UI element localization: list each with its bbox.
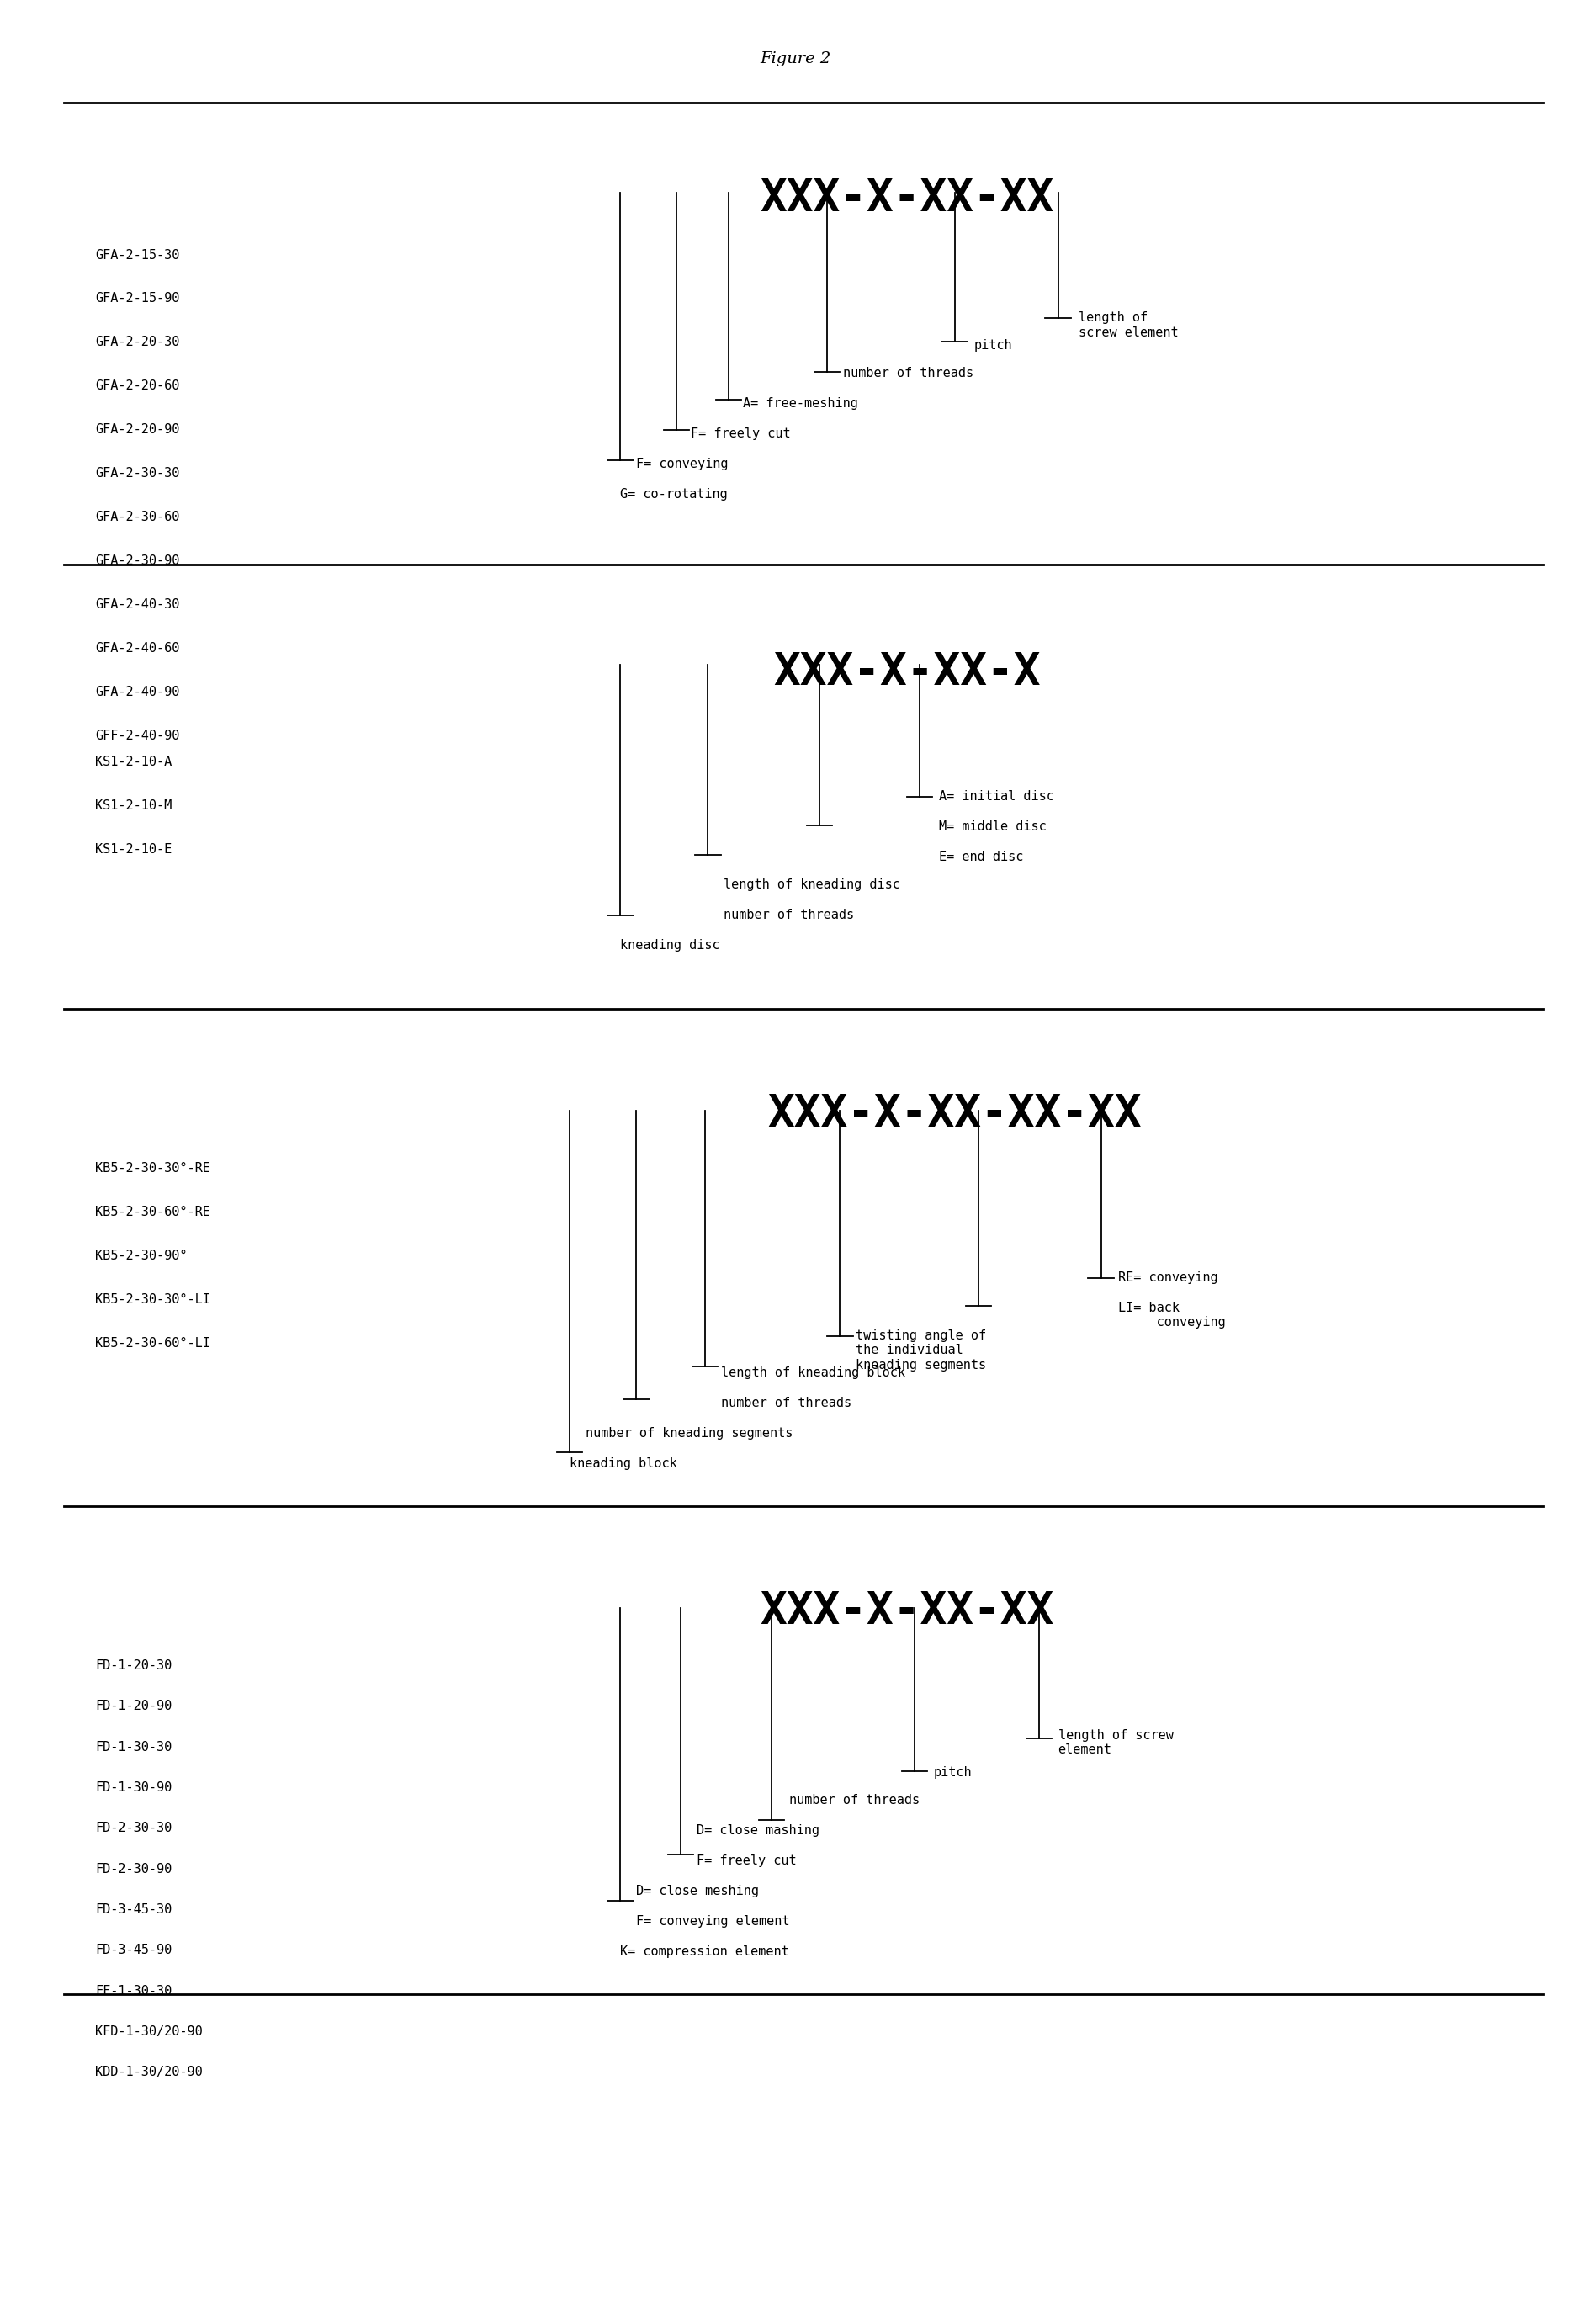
Text: GFA-2-30-60: GFA-2-30-60 [95,511,180,523]
Text: A= free-meshing: A= free-meshing [743,397,858,409]
Text: KB5-2-30-90°: KB5-2-30-90° [95,1250,188,1262]
Text: E= end disc: E= end disc [939,851,1023,862]
Text: number of threads: number of threads [789,1794,920,1806]
Text: twisting angle of
the individual
kneading segments: twisting angle of the individual kneadin… [856,1329,986,1371]
Text: GFA-2-15-30: GFA-2-15-30 [95,249,180,260]
Text: length of screw
element: length of screw element [1058,1729,1173,1757]
Text: XXX-X-XX-X: XXX-X-XX-X [773,651,1041,695]
Text: FD-2-30-90: FD-2-30-90 [95,1864,172,1875]
Text: number of threads: number of threads [721,1397,851,1408]
Text: KDD-1-30/20-90: KDD-1-30/20-90 [95,2066,204,2078]
Text: D= close meshing: D= close meshing [636,1885,759,1896]
Text: F= conveying: F= conveying [636,458,729,469]
Text: LI= back
     conveying: LI= back conveying [1118,1301,1227,1329]
Text: KB5-2-30-30°-LI: KB5-2-30-30°-LI [95,1292,210,1306]
Text: GFF-2-40-90: GFF-2-40-90 [95,730,180,741]
Text: kneading block: kneading block [570,1457,678,1469]
Text: FD-1-30-30: FD-1-30-30 [95,1741,172,1752]
Text: GFA-2-20-90: GFA-2-20-90 [95,423,180,437]
Text: F= freely cut: F= freely cut [697,1855,797,1866]
Text: D= close mashing: D= close mashing [697,1824,819,1836]
Text: KFD-1-30/20-90: KFD-1-30/20-90 [95,2027,204,2038]
Text: GFA-2-30-90: GFA-2-30-90 [95,555,180,567]
Text: GFA-2-40-30: GFA-2-40-30 [95,597,180,611]
Text: GFA-2-40-90: GFA-2-40-90 [95,686,180,697]
Text: KS1-2-10-A: KS1-2-10-A [95,755,172,767]
Text: FD-1-30-90: FD-1-30-90 [95,1783,172,1794]
Text: number of threads: number of threads [724,909,854,920]
Text: K= compression element: K= compression element [620,1945,789,1957]
Text: KB5-2-30-30°-RE: KB5-2-30-30°-RE [95,1162,210,1174]
Text: F= freely cut: F= freely cut [690,428,791,439]
Text: GFA-2-40-60: GFA-2-40-60 [95,641,180,655]
Text: FD-3-45-90: FD-3-45-90 [95,1943,172,1957]
Text: XXX-X-XX-XX: XXX-X-XX-XX [760,1590,1053,1634]
Text: G= co-rotating: G= co-rotating [620,488,729,500]
Text: GFA-2-15-90: GFA-2-15-90 [95,293,180,304]
Text: length of kneading block: length of kneading block [721,1367,905,1378]
Text: XXX-X-XX-XX-XX: XXX-X-XX-XX-XX [767,1092,1142,1136]
Text: GFA-2-30-30: GFA-2-30-30 [95,467,180,479]
Text: FD-2-30-30: FD-2-30-30 [95,1822,172,1834]
Text: FF-1-30-30: FF-1-30-30 [95,1985,172,1996]
Text: number of kneading segments: number of kneading segments [585,1427,792,1439]
Text: number of threads: number of threads [843,367,974,379]
Text: A= initial disc: A= initial disc [939,790,1053,802]
Text: length of
screw element: length of screw element [1079,311,1179,339]
Text: M= middle disc: M= middle disc [939,820,1047,832]
Text: KS1-2-10-M: KS1-2-10-M [95,799,172,811]
Text: RE= conveying: RE= conveying [1118,1271,1219,1283]
Text: Figure 2: Figure 2 [760,51,831,67]
Text: XXX-X-XX-XX: XXX-X-XX-XX [760,177,1053,221]
Text: pitch: pitch [934,1766,972,1778]
Text: length of kneading disc: length of kneading disc [724,878,901,890]
Text: KB5-2-30-60°-RE: KB5-2-30-60°-RE [95,1206,210,1218]
Text: pitch: pitch [974,339,1012,351]
Text: GFA-2-20-60: GFA-2-20-60 [95,379,180,393]
Text: FD-1-20-30: FD-1-20-30 [95,1659,172,1671]
Text: KS1-2-10-E: KS1-2-10-E [95,844,172,855]
Text: F= conveying element: F= conveying element [636,1915,791,1927]
Text: GFA-2-20-30: GFA-2-20-30 [95,337,180,349]
Text: KB5-2-30-60°-LI: KB5-2-30-60°-LI [95,1336,210,1350]
Text: FD-3-45-30: FD-3-45-30 [95,1903,172,1915]
Text: FD-1-20-90: FD-1-20-90 [95,1701,172,1713]
Text: kneading disc: kneading disc [620,939,721,951]
